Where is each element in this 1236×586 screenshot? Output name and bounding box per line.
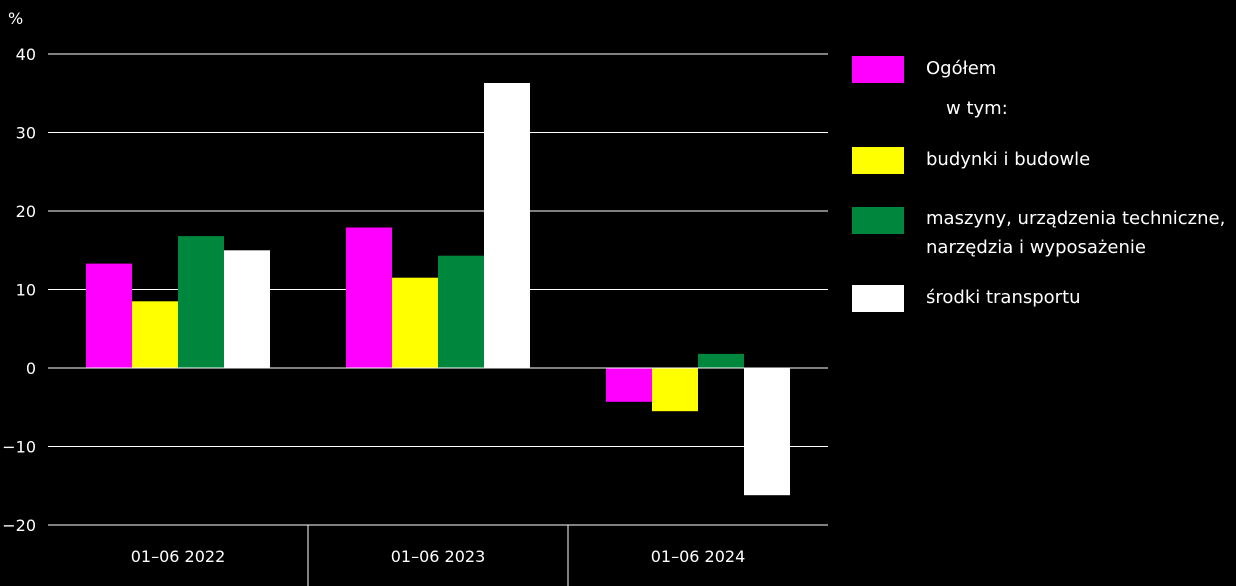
legend-label-w-tym: w tym: (946, 98, 1008, 119)
y-tick-label: 40 (16, 45, 36, 64)
legend-label-budynki: budynki i budowle (926, 149, 1091, 170)
legend-label-srodki: środki transportu (926, 287, 1081, 308)
y-tick-label: 30 (16, 124, 36, 143)
y-tick-label: 20 (16, 202, 36, 221)
bar (392, 277, 438, 368)
bar (484, 83, 530, 368)
bar (346, 227, 392, 368)
bar (178, 236, 224, 368)
x-category-label: 01–06 2022 (131, 547, 226, 566)
legend-label-ogolem: Ogółem (926, 58, 997, 79)
y-axis-ticks: 40 30 20 10 0 −10 −20 (2, 45, 36, 535)
bar (224, 250, 270, 369)
bar (438, 255, 484, 368)
legend-swatch-maszyny (852, 207, 904, 234)
bar (132, 301, 178, 368)
y-tick-label: −10 (2, 438, 36, 457)
y-tick-label: 0 (26, 359, 36, 378)
legend-label-maszyny-line2: narzędzia i wyposażenie (926, 237, 1146, 258)
bar (606, 368, 652, 402)
bar (744, 368, 790, 496)
legend-swatch-ogolem (852, 56, 904, 83)
y-axis-unit-label: % (8, 9, 23, 28)
legend-label-maszyny-line1: maszyny, urządzenia techniczne, (926, 208, 1226, 229)
bars (48, 83, 828, 496)
bar (86, 263, 132, 368)
x-category-label: 01–06 2024 (651, 547, 746, 566)
x-axis-categories: 01–06 2022 01–06 2023 01–06 2024 (131, 547, 746, 566)
bar (652, 368, 698, 412)
y-tick-label: −20 (2, 516, 36, 535)
x-category-label: 01–06 2023 (391, 547, 486, 566)
legend-swatch-budynki (852, 147, 904, 174)
legend-swatch-srodki (852, 285, 904, 312)
y-tick-label: 10 (16, 281, 36, 300)
bar (698, 353, 744, 368)
